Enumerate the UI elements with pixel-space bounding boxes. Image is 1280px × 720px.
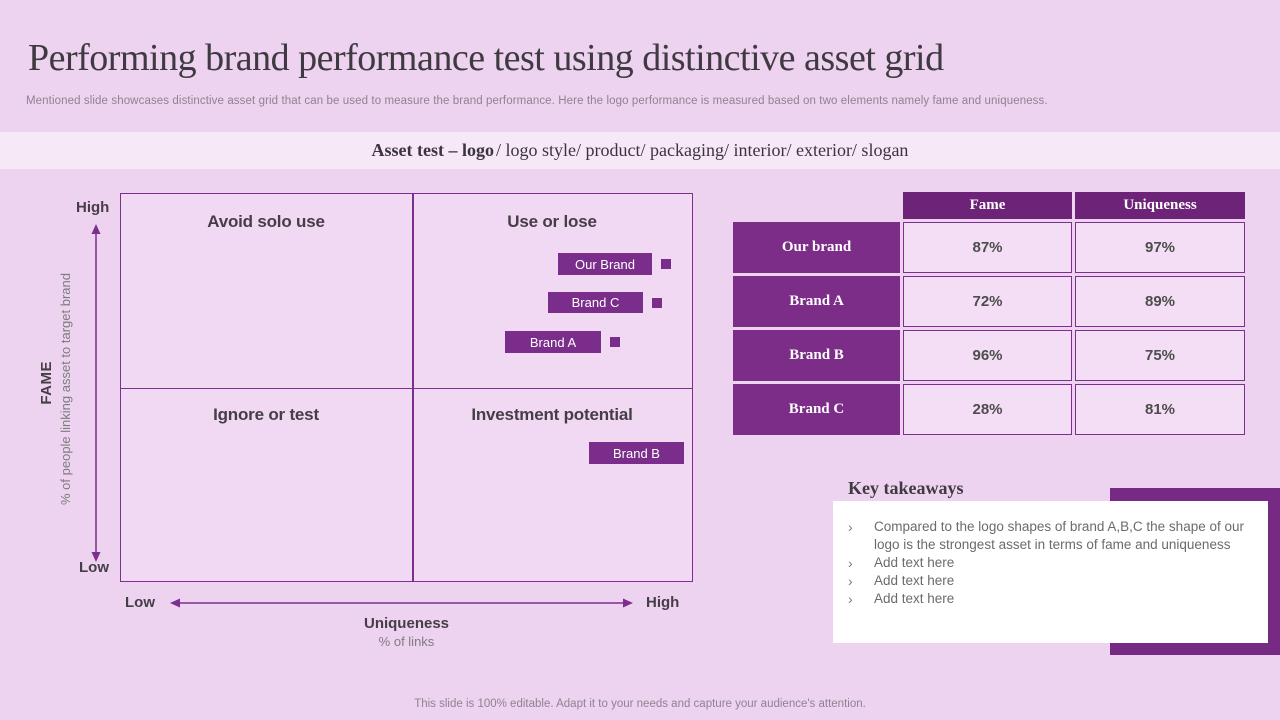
- row-header-brand-b: Brand B: [733, 330, 900, 381]
- takeaway-item: › Compared to the logo shapes of brand A…: [848, 518, 1250, 554]
- takeaway-text: Add text here: [874, 591, 955, 606]
- square-marker-icon: [610, 337, 620, 347]
- table-row: Brand A 72% 89%: [733, 276, 1245, 327]
- banner-rest-text: / logo style/ product/ packaging/ interi…: [496, 140, 909, 160]
- table-row: Brand C 28% 81%: [733, 384, 1245, 435]
- cell-brand-a-fame: 72%: [903, 276, 1072, 327]
- table-header-row: Fame Uniqueness: [733, 192, 1245, 219]
- page-title: Performing brand performance test using …: [28, 37, 944, 79]
- cell-brand-c-fame: 28%: [903, 384, 1072, 435]
- y-axis-high-label: High: [76, 199, 110, 216]
- x-axis-high-label: High: [646, 594, 680, 611]
- brand-chip-brand-b: Brand B: [589, 442, 684, 464]
- column-header-uniqueness: Uniqueness: [1075, 192, 1245, 219]
- page-subtitle: Mentioned slide showcases distinctive as…: [26, 95, 1048, 107]
- chevron-bullet-icon: ›: [848, 591, 853, 607]
- chevron-bullet-icon: ›: [848, 555, 853, 571]
- chevron-bullet-icon: ›: [848, 519, 853, 535]
- cell-brand-b-fame: 96%: [903, 330, 1072, 381]
- banner-bold-text: Asset test – logo: [371, 140, 495, 160]
- asset-test-banner: Asset test – logo / logo style/ product/…: [0, 132, 1280, 169]
- grid-horizontal-divider: [121, 387, 692, 389]
- chevron-bullet-icon: ›: [848, 573, 853, 589]
- table-row: Our brand 87% 97%: [733, 222, 1245, 273]
- key-takeaways-heading: Key takeaways: [848, 478, 964, 498]
- row-header-brand-a: Brand A: [733, 276, 900, 327]
- cell-our-brand-fame: 87%: [903, 222, 1072, 273]
- square-marker-icon: [652, 298, 662, 308]
- quadrant-investment-potential: Investment potential: [471, 405, 633, 424]
- cell-brand-a-uniqueness: 89%: [1075, 276, 1245, 327]
- cell-brand-c-uniqueness: 81%: [1075, 384, 1245, 435]
- brand-chip-brand-a: Brand A: [505, 331, 601, 353]
- distinctive-asset-grid: Avoid solo use Use or lose Ignore or tes…: [120, 193, 693, 582]
- quadrant-use-or-lose: Use or lose: [507, 212, 597, 231]
- table-row: Brand B 96% 75%: [733, 330, 1245, 381]
- y-axis-low-label: Low: [79, 559, 109, 576]
- cell-our-brand-uniqueness: 97%: [1075, 222, 1245, 273]
- brand-chip-our-brand: Our Brand: [558, 253, 652, 275]
- row-header-brand-c: Brand C: [733, 384, 900, 435]
- x-axis-low-label: Low: [125, 594, 155, 611]
- row-header-our-brand: Our brand: [733, 222, 900, 273]
- takeaway-item: › Add text here: [848, 590, 1250, 608]
- quadrant-avoid-solo-use: Avoid solo use: [207, 212, 325, 231]
- x-axis-title: Uniqueness: [363, 615, 450, 632]
- key-takeaways-box: › Compared to the logo shapes of brand A…: [833, 501, 1268, 643]
- quadrant-ignore-or-test: Ignore or test: [213, 405, 319, 424]
- column-header-fame: Fame: [903, 192, 1072, 219]
- takeaway-text: Add text here: [874, 573, 955, 588]
- takeaway-text: Compared to the logo shapes of brand A,B…: [874, 519, 1244, 552]
- takeaway-item: › Add text here: [848, 554, 1250, 572]
- table-corner-cell: [733, 192, 900, 219]
- cell-brand-b-uniqueness: 75%: [1075, 330, 1245, 381]
- brand-performance-table: Fame Uniqueness Our brand 87% 97% Brand …: [730, 189, 1248, 438]
- brand-chip-brand-c: Brand C: [548, 292, 643, 313]
- y-axis-arrow-icon: [91, 224, 101, 562]
- takeaway-item: › Add text here: [848, 572, 1250, 590]
- y-axis-subtitle: % of people linking asset to target bran…: [58, 273, 73, 506]
- x-axis-arrow-icon: [170, 598, 633, 608]
- x-axis-subtitle: % of links: [378, 634, 435, 649]
- y-axis-title: FAME: [38, 361, 55, 405]
- slide-footer-note: This slide is 100% editable. Adapt it to…: [414, 698, 866, 710]
- square-marker-icon: [661, 259, 671, 269]
- takeaway-text: Add text here: [874, 555, 955, 570]
